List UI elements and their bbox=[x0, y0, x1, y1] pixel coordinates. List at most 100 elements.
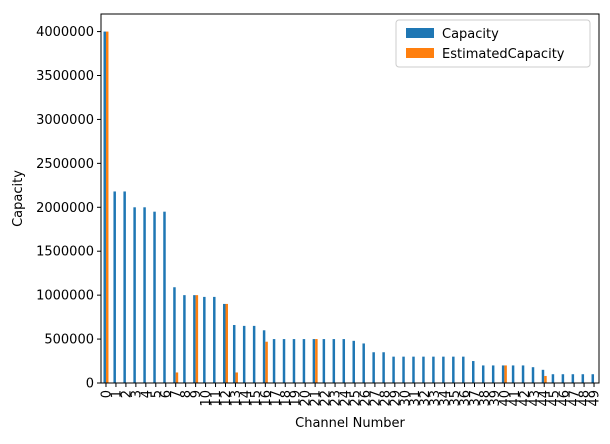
x-tick-label: 34 bbox=[438, 390, 453, 407]
capacity-bar-19 bbox=[292, 339, 296, 383]
x-tick-label: 22 bbox=[319, 390, 334, 407]
x-tick-label: 44 bbox=[538, 390, 553, 407]
capacity-bar-10 bbox=[203, 296, 206, 383]
legend-swatch bbox=[406, 28, 434, 38]
x-tick-label: 15 bbox=[249, 390, 264, 407]
x-tick-label: 43 bbox=[528, 390, 543, 407]
x-tick-label: 35 bbox=[448, 390, 463, 407]
x-tick-label: 29 bbox=[388, 390, 403, 407]
capacity-bar-29 bbox=[392, 356, 395, 383]
capacity-bar-46 bbox=[561, 374, 565, 383]
capacity-bar-41 bbox=[511, 365, 515, 383]
capacity-bar-26 bbox=[362, 343, 365, 383]
x-tick-label: 32 bbox=[418, 390, 433, 407]
capacity-bar-45 bbox=[551, 374, 555, 383]
estimated-capacity-bar-7 bbox=[175, 372, 179, 383]
y-tick-label: 3500000 bbox=[36, 69, 94, 84]
capacity-bar-28 bbox=[382, 352, 385, 383]
x-tick-label: 2 bbox=[119, 390, 134, 398]
x-tick-label: 45 bbox=[548, 390, 563, 407]
x-tick-label: 10 bbox=[199, 390, 214, 407]
estimated-capacity-bar-44 bbox=[544, 375, 547, 383]
capacity-bar-18 bbox=[282, 339, 286, 383]
x-tick-label: 13 bbox=[229, 390, 244, 407]
y-tick-label: 1500000 bbox=[36, 245, 94, 260]
capacity-bar-40 bbox=[501, 365, 505, 383]
legend-swatch bbox=[406, 48, 434, 58]
x-tick-label: 46 bbox=[558, 390, 573, 407]
capacity-bar-32 bbox=[422, 356, 425, 383]
legend: Capacity EstimatedCapacity bbox=[395, 19, 591, 68]
x-tick-label: 24 bbox=[339, 390, 354, 407]
capacity-bar-22 bbox=[322, 339, 326, 383]
x-axis-label: Channel Number bbox=[295, 416, 405, 431]
estimated-capacity-bar-12 bbox=[225, 303, 228, 383]
x-tick-label: 19 bbox=[289, 390, 304, 407]
capacity-bar-1 bbox=[113, 191, 116, 383]
estimated-capacity-bar-9 bbox=[195, 295, 199, 383]
capacity-bar-42 bbox=[521, 365, 525, 383]
x-tick-label: 8 bbox=[179, 390, 194, 398]
capacity-bar-5 bbox=[153, 211, 156, 383]
capacity-bar-25 bbox=[352, 340, 355, 383]
capacity-bar-14 bbox=[242, 325, 246, 383]
x-tick-label: 40 bbox=[498, 390, 513, 407]
x-tick-label: 1 bbox=[109, 390, 124, 398]
capacity-bar-44 bbox=[541, 369, 545, 383]
plot-frame bbox=[100, 13, 600, 384]
x-tick-label: 42 bbox=[518, 390, 533, 407]
x-tick-label: 5 bbox=[149, 390, 164, 398]
legend-label: Capacity bbox=[442, 27, 499, 42]
x-tick-label: 9 bbox=[189, 390, 204, 398]
capacity-bar-4 bbox=[143, 207, 146, 383]
x-tick-label: 48 bbox=[578, 390, 593, 407]
y-tick-label: 1000000 bbox=[36, 289, 94, 304]
capacity-bar-30 bbox=[402, 356, 405, 383]
y-tick-label: 0 bbox=[86, 377, 94, 392]
x-tick-label: 12 bbox=[219, 390, 234, 407]
capacity-bar-49 bbox=[591, 374, 595, 383]
capacity-bar-17 bbox=[272, 339, 276, 383]
legend-box bbox=[395, 19, 591, 68]
capacity-bar-43 bbox=[531, 367, 535, 383]
x-tick-label: 26 bbox=[358, 390, 373, 407]
capacity-bar-6 bbox=[163, 211, 166, 383]
x-tick-label: 38 bbox=[478, 390, 493, 407]
capacity-bar-39 bbox=[491, 365, 495, 383]
x-tick-label: 36 bbox=[458, 390, 473, 407]
capacity-bar-35 bbox=[452, 356, 455, 383]
x-tick-label: 21 bbox=[309, 390, 324, 407]
x-tick-label: 18 bbox=[279, 390, 294, 407]
y-tick-label: 500000 bbox=[44, 333, 94, 348]
y-tick-label: 2000000 bbox=[36, 201, 94, 216]
capacity-bar-34 bbox=[442, 356, 445, 383]
capacity-bar-27 bbox=[372, 352, 375, 383]
capacity-bar-48 bbox=[581, 374, 585, 383]
capacity-bar-33 bbox=[432, 356, 435, 383]
y-axis: 0 500000 1000000 1500000 2000000 2500000 30000… bbox=[36, 25, 101, 392]
x-tick-label: 25 bbox=[348, 390, 363, 407]
x-tick-label: 3 bbox=[129, 390, 144, 398]
x-tick-label: 20 bbox=[299, 390, 314, 407]
y-tick-label: 3000000 bbox=[36, 113, 94, 128]
x-tick-label: 27 bbox=[368, 390, 383, 407]
estimated-capacity-bar-13 bbox=[235, 372, 238, 383]
x-tick-label: 30 bbox=[398, 390, 413, 407]
capacity-bar-21 bbox=[312, 339, 316, 383]
y-tick-label: 4000000 bbox=[36, 25, 94, 40]
capacity-bar-12 bbox=[223, 303, 226, 383]
x-tick-label: 4 bbox=[139, 390, 154, 398]
x-tick-label: 23 bbox=[329, 390, 344, 407]
x-tick-label: 0 bbox=[99, 390, 114, 398]
x-tick-label: 37 bbox=[468, 390, 483, 407]
y-tick-label: 2500000 bbox=[36, 157, 94, 172]
x-tick-label: 6 bbox=[159, 390, 174, 398]
y-axis-label: Capacity bbox=[11, 170, 26, 227]
estimated-capacity-bar-40 bbox=[504, 365, 507, 383]
capacity-bar-31 bbox=[412, 356, 415, 383]
capacity-bar-15 bbox=[252, 325, 256, 383]
capacity-bar-13 bbox=[232, 325, 236, 383]
estimated-capacity-bar-0 bbox=[105, 31, 109, 383]
